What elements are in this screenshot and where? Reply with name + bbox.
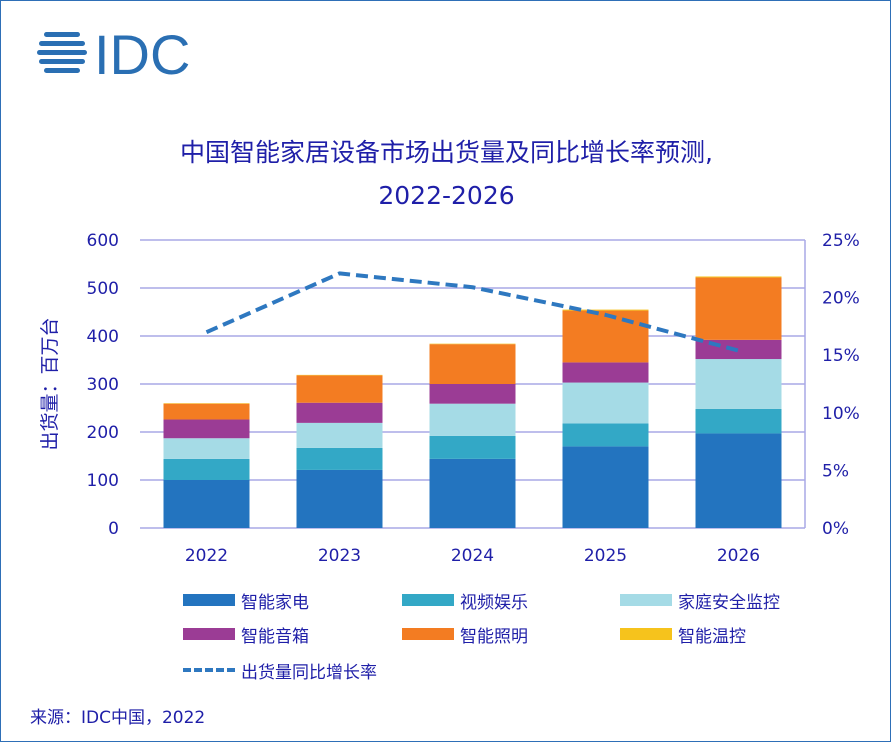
y-axis-label: 出货量：百万台 — [39, 317, 61, 450]
x-tick-label: 2024 — [451, 546, 494, 566]
y2-tick-label: 15% — [822, 346, 860, 366]
legend-swatch — [183, 628, 235, 640]
x-tick-label: 2025 — [584, 546, 627, 566]
legend-item-lighting: 智能照明 — [402, 623, 528, 647]
bar-segment — [695, 339, 782, 360]
y2-tick-label: 25% — [822, 231, 860, 251]
legend-swatch — [402, 628, 454, 640]
legend-swatch — [620, 628, 672, 640]
legend-label: 家庭安全监控 — [678, 592, 780, 613]
legend-swatch — [183, 594, 235, 606]
y2-tick-label: 5% — [822, 461, 849, 481]
legend-label: 出货量同比增长率 — [241, 662, 377, 683]
legend-label: 智能温控 — [678, 626, 746, 647]
y-tick-label: 0 — [108, 519, 119, 539]
source-note: 来源：IDC中国，2022 — [30, 708, 206, 728]
bar-segment — [296, 447, 383, 470]
legend-item-speaker: 智能音箱 — [183, 623, 309, 647]
x-tick-label: 2022 — [185, 546, 228, 566]
bar-segment — [429, 344, 516, 384]
bar-segment — [695, 408, 782, 434]
bar-segment — [562, 362, 649, 383]
y-tick-label: 100 — [87, 471, 119, 491]
legend-label: 智能家电 — [241, 592, 309, 613]
bar-segment — [429, 384, 516, 404]
y2-tick-label: 0% — [822, 519, 849, 539]
y-tick-label: 300 — [87, 375, 119, 395]
legend-item-growth-rate: 出货量同比增长率 — [183, 659, 377, 683]
growth-rate-line — [205, 271, 740, 353]
y2-tick-label: 20% — [822, 289, 860, 309]
legend-swatch — [402, 594, 454, 606]
bar-segment — [695, 359, 782, 409]
bar-segment — [163, 419, 250, 439]
legend-swatch — [620, 594, 672, 606]
bar-segment — [562, 309, 649, 311]
y2-tick-label: 10% — [822, 404, 860, 424]
y-tick-label: 200 — [87, 423, 119, 443]
bar-segment — [296, 422, 383, 448]
y-tick-label: 400 — [87, 327, 119, 347]
idc-logo: IDC — [37, 23, 190, 80]
bar-segment — [429, 435, 516, 459]
legend-item-thermostat: 智能温控 — [620, 623, 746, 647]
chart-title-line1: 中国智能家居设备市场出货量及同比增长率预测, — [180, 138, 713, 167]
bar-segment — [695, 277, 782, 340]
chart-title-line2: 2022-2026 — [378, 181, 515, 210]
x-tick-label: 2023 — [318, 546, 361, 566]
bar-segment — [562, 382, 649, 424]
x-tick-label: 2026 — [717, 546, 760, 566]
legend-item-appliances: 智能家电 — [183, 589, 309, 613]
legend-dash-swatch — [183, 668, 235, 672]
bar-segment — [163, 480, 250, 528]
y-tick-label: 500 — [87, 279, 119, 299]
bar-segment — [695, 433, 782, 528]
y-tick-label: 600 — [87, 231, 119, 251]
bar-segment — [163, 458, 250, 480]
legend-label: 智能音箱 — [241, 626, 309, 647]
bar-segment — [163, 403, 250, 420]
logo-text: IDC — [94, 23, 190, 80]
legend-label: 视频娱乐 — [460, 592, 528, 613]
legend-label: 智能照明 — [460, 626, 528, 647]
bar-segment — [296, 469, 383, 528]
legend-item-video: 视频娱乐 — [402, 589, 528, 613]
bar-segment — [562, 423, 649, 447]
bar-segment — [429, 403, 516, 436]
bar-segment — [695, 276, 782, 278]
bar-segment — [562, 310, 649, 363]
bar-segment — [429, 458, 516, 528]
bar-segment — [562, 446, 649, 528]
bar-segment — [296, 402, 383, 423]
bar-segment — [163, 438, 250, 459]
bar-segment — [296, 375, 383, 403]
legend-item-security: 家庭安全监控 — [620, 589, 780, 613]
